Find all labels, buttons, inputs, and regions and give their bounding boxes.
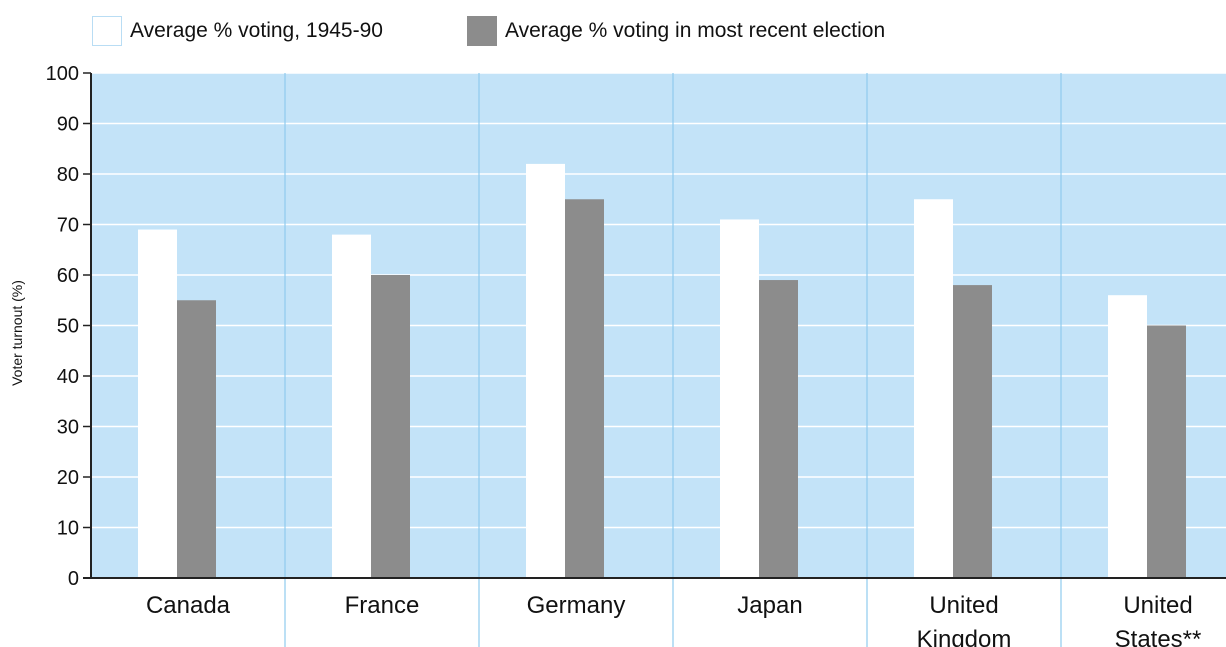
bar-series-1-0 bbox=[138, 229, 177, 579]
bar-series-1-4 bbox=[914, 199, 953, 578]
y-tick-label: 90 bbox=[57, 114, 79, 136]
y-tick-label: 30 bbox=[57, 417, 79, 439]
bar-series-1-2 bbox=[526, 163, 565, 578]
legend-label-series-1: Average % voting, 1945-90 bbox=[130, 19, 383, 42]
bar-series-2-5 bbox=[1147, 325, 1186, 578]
x-tick-label: Japan bbox=[737, 592, 802, 619]
legend-item-series-1: Average % voting, 1945-90 bbox=[92, 14, 383, 48]
y-tick-label: 20 bbox=[57, 467, 79, 489]
x-tick-label: Canada bbox=[146, 592, 231, 619]
x-tick-label: United bbox=[1123, 592, 1192, 619]
x-tick-label: France bbox=[345, 592, 420, 619]
bar-series-1-5 bbox=[1108, 295, 1147, 578]
y-tick-labels: 0 10 20 30 40 50 60 70 80 90 100 bbox=[46, 63, 79, 590]
y-tick-label: 70 bbox=[57, 215, 79, 237]
category-separators bbox=[284, 73, 1062, 647]
y-tick-label: 0 bbox=[68, 568, 79, 590]
bar-series-2-1 bbox=[371, 275, 410, 578]
legend-swatch-series-1 bbox=[92, 16, 122, 46]
bar-series-1-3 bbox=[720, 219, 759, 578]
y-tick-label: 10 bbox=[57, 518, 79, 540]
bar-series-2-4 bbox=[953, 285, 992, 578]
x-tick-label: United bbox=[929, 592, 998, 619]
x-tick-label: Kingdom bbox=[917, 626, 1012, 647]
y-tick-label: 40 bbox=[57, 366, 79, 388]
bar-series-2-2 bbox=[565, 199, 604, 578]
y-tick-label: 60 bbox=[57, 265, 79, 287]
x-tick-label: Germany bbox=[527, 592, 626, 619]
y-tick-label: 100 bbox=[46, 63, 79, 85]
bars bbox=[138, 163, 1186, 579]
axes bbox=[83, 72, 1226, 579]
bar-series-1-1 bbox=[332, 234, 371, 578]
y-tick-label: 50 bbox=[57, 316, 79, 338]
y-tick-label: 80 bbox=[57, 164, 79, 186]
legend-swatch-series-2 bbox=[467, 16, 497, 46]
x-tick-label: States** bbox=[1115, 626, 1202, 647]
x-tick-labels: Canada France Germany Japan United Kingdom Uni… bbox=[146, 592, 1201, 647]
bar-series-2-3 bbox=[759, 280, 798, 578]
y-axis-label: Voter turnout (%) bbox=[9, 280, 25, 386]
bar-series-2-0 bbox=[177, 300, 216, 578]
gridlines bbox=[91, 72, 1226, 529]
legend-item-series-2: Average % voting in most recent election bbox=[467, 14, 885, 48]
legend-label-series-2: Average % voting in most recent election bbox=[505, 19, 886, 42]
